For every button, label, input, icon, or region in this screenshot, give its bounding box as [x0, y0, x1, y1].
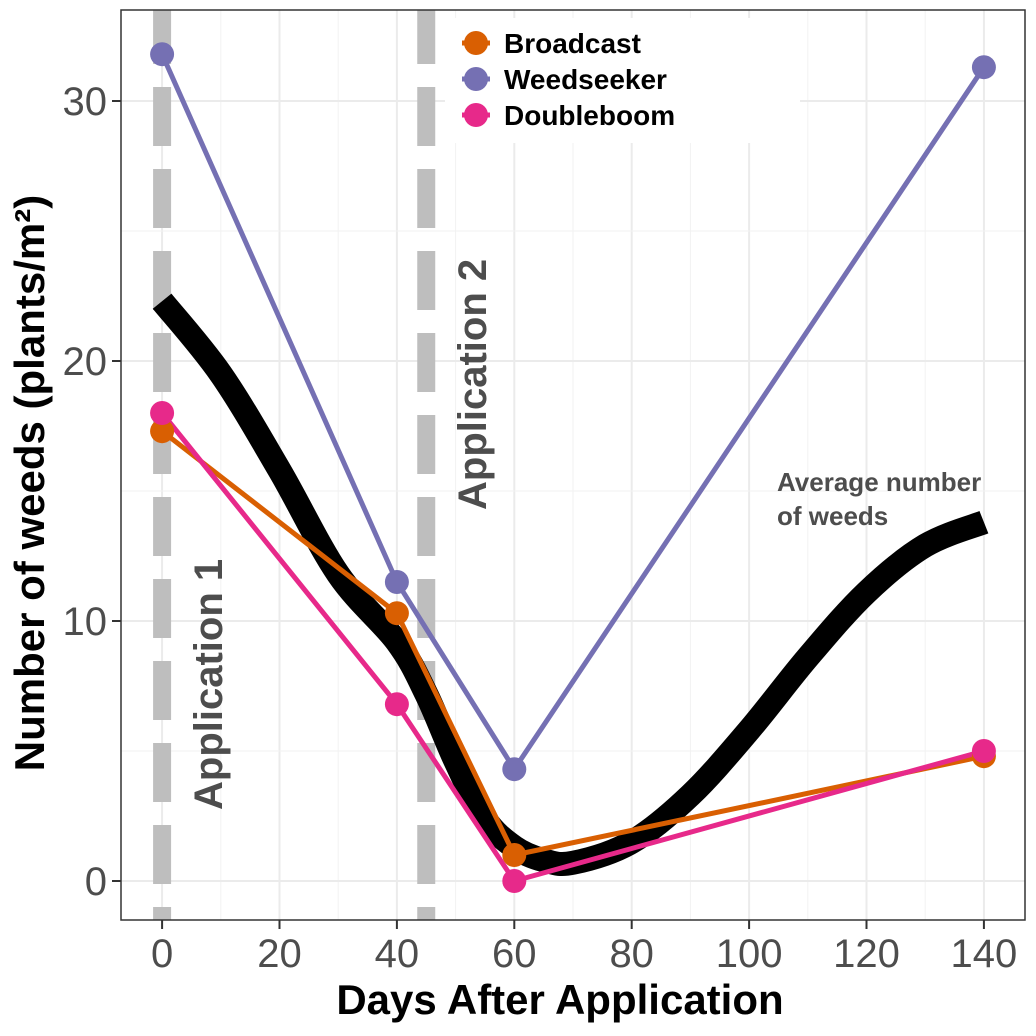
- data-point-broadcast: [150, 419, 175, 444]
- data-point-weedseeker: [384, 570, 409, 594]
- legend-key-point-weedseeker: [464, 67, 488, 91]
- plot-border: [120, 9, 1026, 921]
- y-tick-label: 30: [63, 80, 108, 124]
- data-point-doubleboom: [150, 401, 175, 425]
- application-1-label: Application 1: [187, 559, 231, 810]
- y-axis-title: Number of weeds (plants/m²): [6, 195, 53, 771]
- data-point-broadcast: [384, 601, 409, 626]
- series-line-broadcast: [160, 429, 985, 858]
- legend: Broadcast Weedseeker Doubleboom: [445, 18, 800, 143]
- data-point-weedseeker: [971, 55, 996, 80]
- series-layer: [150, 42, 996, 893]
- legend-key-point-broadcast: [464, 31, 488, 55]
- legend-label-broadcast: Broadcast: [504, 28, 641, 59]
- axes: 0 20 40 60 80 100 120 140 0 10 20 30: [63, 80, 1018, 976]
- x-tick-label: 40: [375, 932, 420, 976]
- series-line-doubleboom: [160, 411, 985, 884]
- x-tick-label: 140: [951, 932, 1018, 976]
- y-tick-label: 20: [63, 340, 108, 384]
- x-tick-label: 0: [151, 932, 173, 976]
- average-annotation-line2: of weeds: [777, 501, 888, 531]
- legend-key-point-doubleboom: [464, 103, 488, 127]
- average-annotation-line1: Average number: [777, 467, 981, 497]
- legend-label-doubleboom: Doubleboom: [504, 100, 675, 131]
- x-tick-label: 20: [257, 932, 302, 976]
- y-tick-label: 0: [85, 860, 107, 904]
- series-line-weedseeker: [159, 53, 986, 774]
- legend-background: [445, 18, 800, 143]
- annotations: Application 1 Application 2 Average numb…: [187, 259, 981, 810]
- data-point-weedseeker: [502, 757, 527, 782]
- data-point-broadcast: [502, 843, 527, 867]
- data-point-doubleboom: [384, 692, 409, 717]
- data-point-weedseeker: [150, 42, 175, 67]
- y-tick-label: 10: [63, 600, 108, 644]
- x-tick-label: 80: [609, 932, 654, 976]
- x-tick-label: 120: [833, 932, 900, 976]
- application-2-label: Application 2: [451, 259, 495, 510]
- legend-label-weedseeker: Weedseeker: [504, 64, 667, 95]
- x-tick-label: 100: [716, 932, 783, 976]
- x-tick-label: 60: [492, 932, 537, 976]
- data-point-doubleboom: [502, 869, 527, 893]
- data-point-doubleboom: [971, 739, 996, 763]
- x-axis-title: Days After Application: [336, 976, 783, 1023]
- application-lines: [153, 10, 436, 920]
